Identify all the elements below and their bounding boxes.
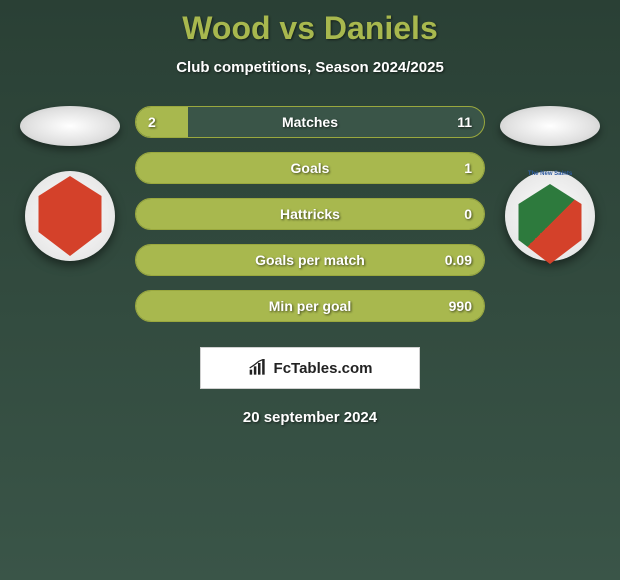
left-club-crest-icon [35, 176, 105, 256]
subtitle: Club competitions, Season 2024/2025 [0, 59, 620, 76]
stat-right-value: 990 [449, 298, 472, 314]
stats-column: 2 Matches 11 Goals 1 Hattricks 0 Goals p… [135, 106, 485, 322]
chart-icon [248, 359, 268, 377]
right-player-avatar [500, 106, 600, 146]
stat-left-value: 2 [148, 114, 156, 130]
stat-label: Goals [291, 160, 330, 176]
site-logo-text: FcTables.com [274, 360, 373, 377]
right-club-crest-icon [515, 184, 585, 264]
main-comparison-area: 2 Matches 11 Goals 1 Hattricks 0 Goals p… [0, 106, 620, 322]
stat-row-goals: Goals 1 [135, 152, 485, 184]
site-logo-box[interactable]: FcTables.com [200, 347, 420, 389]
left-player-avatar [20, 106, 120, 146]
stat-label: Matches [282, 114, 338, 130]
stat-right-value: 0.09 [445, 252, 472, 268]
stat-row-min-per-goal: Min per goal 990 [135, 290, 485, 322]
stat-right-value: 11 [457, 114, 472, 130]
stat-label: Hattricks [280, 206, 340, 222]
stat-row-goals-per-match: Goals per match 0.09 [135, 244, 485, 276]
stat-label: Min per goal [269, 298, 351, 314]
left-club-badge [25, 171, 115, 261]
stat-right-value: 1 [464, 160, 472, 176]
stat-fill-left [136, 107, 188, 137]
page-title: Wood vs Daniels [0, 10, 620, 47]
right-club-name-text: The New Saints [510, 171, 590, 177]
stat-row-matches: 2 Matches 11 [135, 106, 485, 138]
stat-right-value: 0 [464, 206, 472, 222]
stat-row-hattricks: Hattricks 0 [135, 198, 485, 230]
date-text: 20 september 2024 [0, 409, 620, 426]
right-player-column: The New Saints [500, 106, 600, 261]
stat-label: Goals per match [255, 252, 365, 268]
left-player-column [20, 106, 120, 261]
right-club-badge: The New Saints [505, 171, 595, 261]
